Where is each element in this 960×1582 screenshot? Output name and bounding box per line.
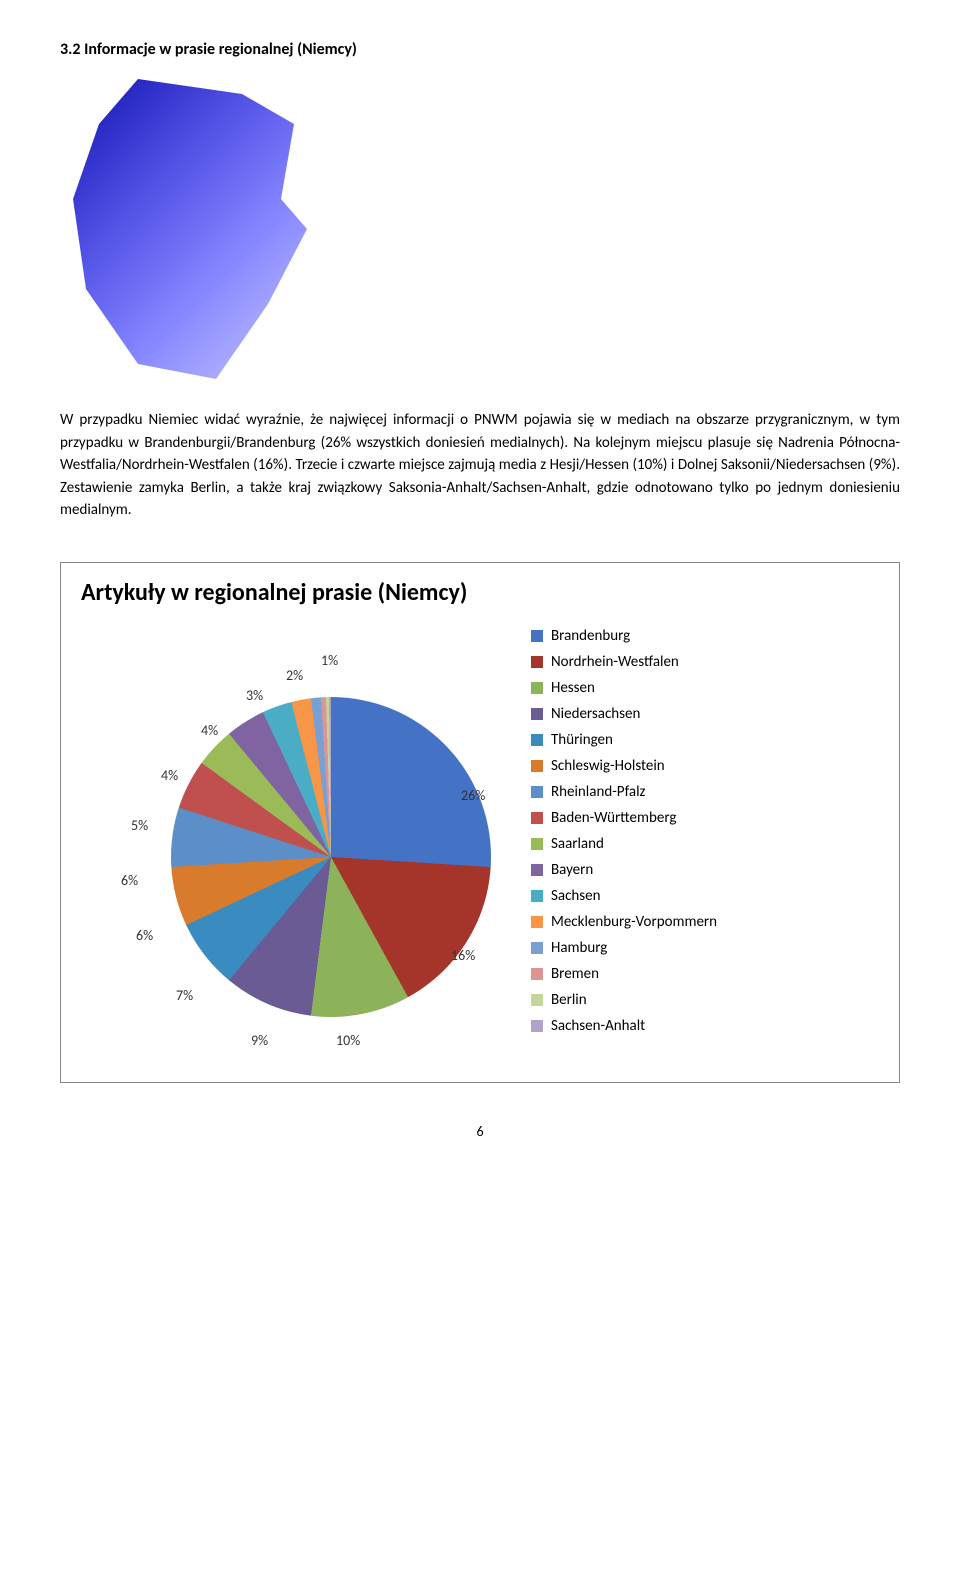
legend-label: Berlin xyxy=(551,991,587,1009)
legend-label: Baden-Württemberg xyxy=(551,809,676,827)
pie-slice-label: 1% xyxy=(321,652,338,669)
legend-label: Bremen xyxy=(551,965,599,983)
legend-item: Hamburg xyxy=(531,939,717,957)
legend-swatch xyxy=(531,968,543,980)
legend-swatch xyxy=(531,760,543,772)
legend-label: Brandenburg xyxy=(551,627,630,645)
pie-slice-label: 4% xyxy=(161,767,178,784)
legend-swatch xyxy=(531,942,543,954)
legend-item: Berlin xyxy=(531,991,717,1009)
legend-item: Schleswig-Holstein xyxy=(531,757,717,775)
legend-item: Hessen xyxy=(531,679,717,697)
legend-item: Niedersachsen xyxy=(531,705,717,723)
legend-item: Brandenburg xyxy=(531,627,717,645)
legend-label: Rheinland-Pfalz xyxy=(551,783,645,801)
pie-slice-label: 5% xyxy=(131,817,148,834)
legend-label: Sachsen-Anhalt xyxy=(551,1017,645,1035)
pie-slice-label: 7% xyxy=(176,987,193,1004)
legend-label: Niedersachsen xyxy=(551,705,640,723)
page-number: 6 xyxy=(60,1123,900,1140)
legend-swatch xyxy=(531,864,543,876)
section-heading: 3.2 Informacje w prasie regionalnej (Nie… xyxy=(60,40,900,59)
legend-label: Thüringen xyxy=(551,731,613,749)
legend-label: Hessen xyxy=(551,679,595,697)
legend-label: Schleswig-Holstein xyxy=(551,757,665,775)
legend-swatch xyxy=(531,682,543,694)
germany-map-image xyxy=(60,79,320,379)
pie-chart-container: Artykuły w regionalnej prasie (Niemcy) 2… xyxy=(60,562,900,1083)
legend-item: Sachsen xyxy=(531,887,717,905)
legend-item: Bayern xyxy=(531,861,717,879)
legend-label: Mecklenburg-Vorpommern xyxy=(551,913,717,931)
legend-label: Hamburg xyxy=(551,939,607,957)
legend-swatch xyxy=(531,786,543,798)
pie-wrap: 26% 16% 10% 9% 7% 6% 6% 5% 4% 4% 3% 2% 1% xyxy=(81,617,521,1057)
chart-area: 26% 16% 10% 9% 7% 6% 6% 5% 4% 4% 3% 2% 1% Brandenbur… xyxy=(81,617,879,1057)
legend-swatch xyxy=(531,916,543,928)
legend-swatch xyxy=(531,994,543,1006)
legend-item: Mecklenburg-Vorpommern xyxy=(531,913,717,931)
legend-item: Bremen xyxy=(531,965,717,983)
legend-swatch xyxy=(531,838,543,850)
legend-swatch xyxy=(531,708,543,720)
legend-swatch xyxy=(531,656,543,668)
pie-slice-label: 4% xyxy=(201,722,218,739)
pie-slice-label: 9% xyxy=(251,1032,268,1049)
legend-item: Sachsen-Anhalt xyxy=(531,1017,717,1035)
legend-label: Saarland xyxy=(551,835,604,853)
pie-slice-label: 16% xyxy=(451,947,475,964)
legend-swatch xyxy=(531,734,543,746)
legend-item: Baden-Württemberg xyxy=(531,809,717,827)
body-paragraph: W przypadku Niemiec widać wyraźnie, że n… xyxy=(60,409,900,522)
legend-item: Saarland xyxy=(531,835,717,853)
legend-swatch xyxy=(531,890,543,902)
legend-swatch xyxy=(531,630,543,642)
legend-item: Thüringen xyxy=(531,731,717,749)
pie-slice-label: 26% xyxy=(461,787,485,804)
chart-legend: Brandenburg Nordrhein-Westfalen Hessen Nied… xyxy=(531,617,717,1043)
pie-slice-label: 2% xyxy=(286,667,303,684)
legend-swatch xyxy=(531,812,543,824)
legend-item: Rheinland-Pfalz xyxy=(531,783,717,801)
pie-slice-label: 6% xyxy=(136,927,153,944)
legend-swatch xyxy=(531,1020,543,1032)
legend-item: Nordrhein-Westfalen xyxy=(531,653,717,671)
pie-slice-label: 3% xyxy=(246,687,263,704)
pie-slice-label: 6% xyxy=(121,872,138,889)
pie-slice-label: 10% xyxy=(336,1032,360,1049)
pie-chart xyxy=(171,697,491,1017)
legend-label: Bayern xyxy=(551,861,593,879)
chart-title: Artykuły w regionalnej prasie (Niemcy) xyxy=(81,578,879,607)
legend-label: Nordrhein-Westfalen xyxy=(551,653,679,671)
legend-label: Sachsen xyxy=(551,887,601,905)
